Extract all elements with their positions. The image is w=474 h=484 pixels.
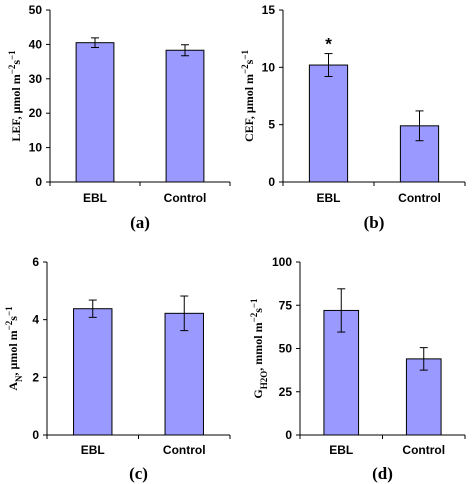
y-tick-label: 15 — [262, 3, 276, 17]
error-bar-control — [415, 110, 424, 142]
y-axis-label: AN, μmol m−2s−1 — [4, 306, 24, 391]
y-axis-label: CEF, μmol m−2s−1 — [240, 50, 256, 142]
x-tick-label: EBL — [329, 443, 353, 457]
error-bar-control — [180, 295, 189, 332]
y-tick-label: 30 — [29, 72, 43, 86]
x-tick-label: EBL — [317, 191, 341, 205]
chart-panel-4: 0 25 50 75 100 EBL Control GH2O, mmol m−2s−1 (d) — [249, 255, 466, 483]
x-tick-label: Control — [164, 191, 207, 205]
error-bar-ebl — [337, 288, 346, 333]
bar-control — [165, 49, 205, 183]
y-tick-label: 50 — [279, 342, 293, 356]
chart-panel-2: 0 5 10 15 EBL * Control CEF, μmol m−2s−1 (b) — [240, 3, 466, 232]
x-tick-label: Control — [402, 443, 445, 457]
panel-label: (a) — [130, 213, 150, 232]
error-bar-control — [181, 44, 189, 57]
x-tick-label: EBL — [83, 191, 107, 205]
y-tick-label: 5 — [268, 118, 275, 132]
y-tick-label: 4 — [32, 313, 39, 327]
y-tick-label: 6 — [32, 255, 39, 269]
y-axis-label: LEF, μmol m−2s−1 — [7, 50, 23, 142]
y-tick-label: 0 — [35, 175, 42, 189]
panel-label: (c) — [129, 464, 148, 483]
bar-ebl — [73, 308, 113, 436]
bar-ebl — [75, 42, 115, 183]
panel-label: (d) — [372, 464, 393, 483]
y-axis-label: GH2O, mmol m−2s−1 — [249, 298, 269, 399]
chart-panel-3: 0 2 4 6 EBL Control AN, μmol m−2s−1 (c) — [4, 255, 231, 483]
x-tick-label: Control — [398, 191, 441, 205]
panel-label: (b) — [364, 213, 385, 232]
x-tick-label: EBL — [81, 443, 105, 457]
y-tick-label: 0 — [268, 175, 275, 189]
y-tick-label: 20 — [29, 106, 43, 120]
y-tick-label: 0 — [285, 428, 292, 442]
y-tick-label: 10 — [262, 60, 276, 74]
y-tick-label: 40 — [29, 37, 43, 51]
chart-panel-1: 0 10 20 30 40 50 EBL Control LEF, μmol m−2s−1 (a) — [7, 3, 231, 232]
significance-annotation: * — [325, 35, 332, 54]
y-tick-label: 10 — [29, 141, 43, 155]
bar-control — [164, 312, 204, 436]
error-bar-control — [419, 347, 428, 371]
y-tick-label: 2 — [32, 370, 39, 384]
y-tick-label: 25 — [279, 385, 293, 399]
error-bar-ebl — [324, 53, 333, 78]
bar-ebl — [308, 64, 349, 183]
y-tick-label: 0 — [32, 428, 39, 442]
x-tick-label: Control — [163, 443, 206, 457]
y-tick-label: 75 — [279, 298, 293, 312]
error-bar-ebl — [88, 299, 97, 318]
error-bar-ebl — [91, 37, 99, 48]
y-tick-label: 50 — [29, 3, 43, 17]
y-tick-label: 100 — [272, 255, 292, 269]
